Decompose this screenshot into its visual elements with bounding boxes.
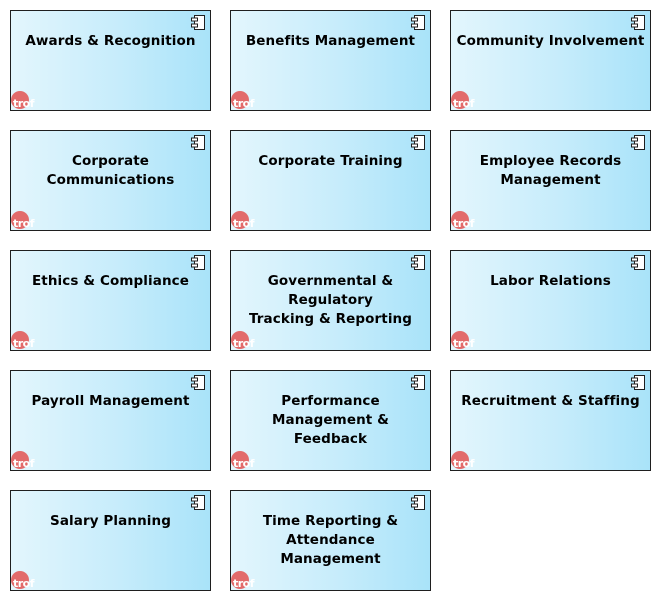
component-label: Corporate Communications (46, 153, 175, 188)
component-box-6[interactable]: Employee Records Management trof (450, 130, 651, 231)
trof-logo-icon: trof (231, 570, 257, 590)
component-label: Governmental & Regulatory Tracking & Rep… (248, 273, 413, 327)
component-label: Labor Relations (490, 273, 611, 289)
trof-logo-icon: trof (11, 210, 37, 230)
component-box-5[interactable]: Corporate Training trof (230, 130, 431, 231)
trof-logo-icon: trof (11, 450, 37, 470)
trof-logo-icon: trof (231, 450, 257, 470)
component-label: Ethics & Compliance (31, 273, 190, 289)
component-icon (191, 375, 205, 390)
svg-text:trof: trof (233, 217, 255, 230)
trof-logo-icon: trof (451, 90, 477, 110)
svg-text:trof: trof (233, 97, 255, 110)
component-icon (631, 255, 645, 270)
component-grid: Awards & Recognition trof Benefits Manag… (10, 10, 651, 591)
component-box-7[interactable]: Ethics & Compliance trof (10, 250, 211, 351)
trof-logo-icon: trof (231, 90, 257, 110)
component-icon (411, 15, 425, 30)
component-box-1[interactable]: Awards & Recognition trof (10, 10, 211, 111)
component-icon (411, 255, 425, 270)
component-label: Recruitment & Staffing (461, 393, 640, 409)
component-label: Employee Records Management (479, 153, 622, 188)
svg-text:trof: trof (453, 97, 475, 110)
svg-text:trof: trof (233, 457, 255, 470)
component-icon (411, 135, 425, 150)
component-icon (411, 375, 425, 390)
component-icon (631, 135, 645, 150)
svg-text:trof: trof (13, 577, 35, 590)
component-icon (191, 135, 205, 150)
component-label: Salary Planning (50, 513, 171, 529)
component-icon (631, 15, 645, 30)
svg-text:trof: trof (453, 337, 475, 350)
trof-logo-icon: trof (451, 450, 477, 470)
component-icon (191, 15, 205, 30)
component-box-10[interactable]: Payroll Management trof (10, 370, 211, 471)
component-icon (191, 495, 205, 510)
trof-logo-icon: trof (231, 330, 257, 350)
component-box-2[interactable]: Benefits Management trof (230, 10, 431, 111)
component-icon (191, 255, 205, 270)
trof-logo-icon: trof (451, 210, 477, 230)
component-label: Benefits Management (245, 33, 416, 49)
component-box-11[interactable]: Performance Management & Feedback trof (230, 370, 431, 471)
component-icon (631, 375, 645, 390)
trof-logo-icon: trof (11, 570, 37, 590)
svg-text:trof: trof (453, 217, 475, 230)
component-label: Performance Management & Feedback (271, 393, 390, 447)
svg-text:trof: trof (233, 337, 255, 350)
component-box-8[interactable]: Governmental & Regulatory Tracking & Rep… (230, 250, 431, 351)
component-label: Payroll Management (31, 393, 190, 409)
component-box-14[interactable]: Time Reporting & Attendance Management t… (230, 490, 431, 591)
svg-text:trof: trof (13, 217, 35, 230)
svg-text:trof: trof (13, 457, 35, 470)
svg-text:trof: trof (13, 337, 35, 350)
component-box-3[interactable]: Community Involvement trof (450, 10, 651, 111)
trof-logo-icon: trof (11, 330, 37, 350)
component-label: Time Reporting & Attendance Management (262, 513, 399, 567)
trof-logo-icon: trof (231, 210, 257, 230)
trof-logo-icon: trof (11, 90, 37, 110)
component-box-13[interactable]: Salary Planning trof (10, 490, 211, 591)
trof-logo-icon: trof (451, 330, 477, 350)
component-label: Awards & Recognition (25, 33, 196, 49)
component-icon (411, 495, 425, 510)
svg-text:trof: trof (233, 577, 255, 590)
component-box-12[interactable]: Recruitment & Staffing trof (450, 370, 651, 471)
component-box-4[interactable]: Corporate Communications trof (10, 130, 211, 231)
component-label: Corporate Training (258, 153, 403, 169)
component-box-9[interactable]: Labor Relations trof (450, 250, 651, 351)
svg-text:trof: trof (13, 97, 35, 110)
component-label: Community Involvement (456, 33, 645, 49)
svg-text:trof: trof (453, 457, 475, 470)
